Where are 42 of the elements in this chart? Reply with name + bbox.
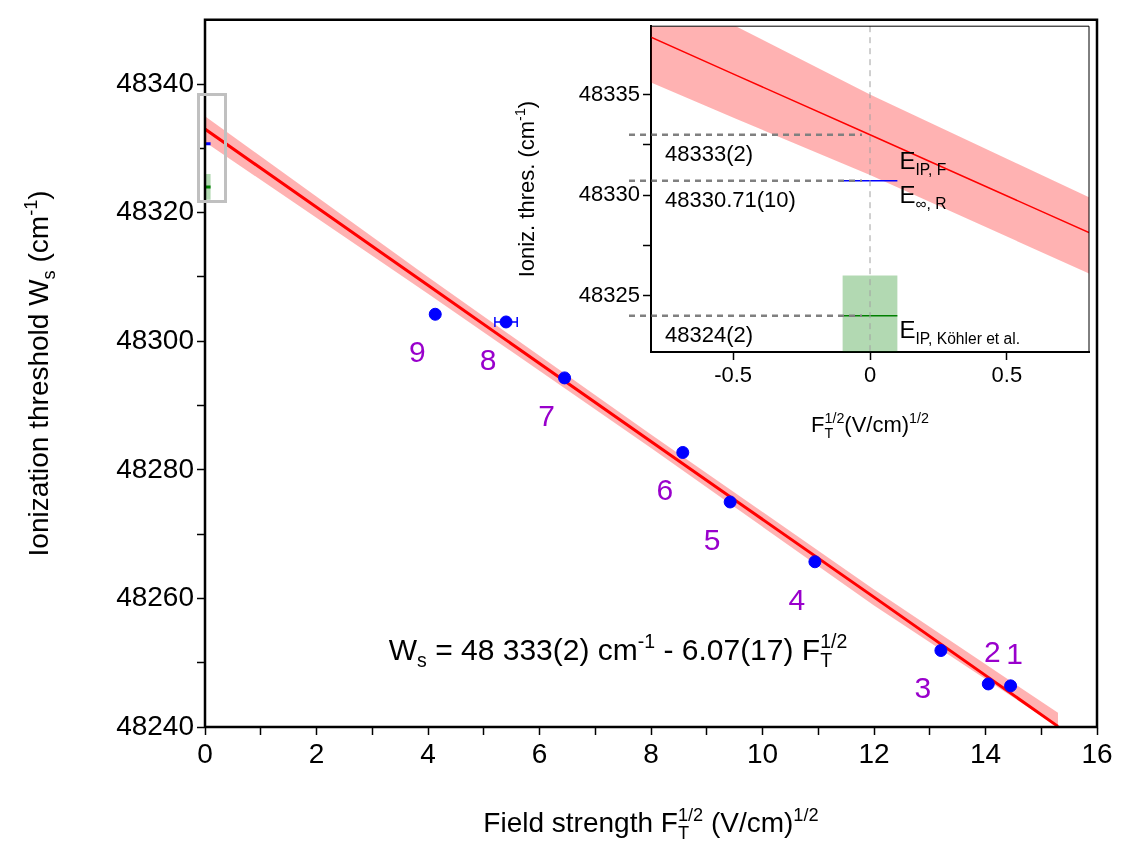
y-axis-title: Ionization threshold Ws (cm-1) xyxy=(20,190,59,557)
x-tick-label: 10 xyxy=(746,737,779,769)
x-tick-label: 16 xyxy=(1081,737,1113,769)
point xyxy=(723,495,737,509)
x-tick-label: 8 xyxy=(643,737,659,769)
annotation: 4 xyxy=(788,582,806,616)
x-tick-label: 12 xyxy=(858,737,890,769)
x-tick-label: 0 xyxy=(863,362,877,388)
point xyxy=(981,677,995,691)
point xyxy=(558,371,572,385)
y-tick-label: 48320 xyxy=(116,195,194,227)
annotation: 2 xyxy=(983,634,1001,668)
point xyxy=(676,445,690,459)
annotation: 3 xyxy=(914,671,932,705)
x-tick-label: 14 xyxy=(969,737,1002,769)
annotation: 5 xyxy=(703,522,721,556)
x-tick-label: 0.5 xyxy=(991,362,1023,388)
y-tick-label: 48340 xyxy=(116,66,194,98)
ref-line-label: 48324(2) xyxy=(665,321,754,347)
ref-line-label: 48333(2) xyxy=(665,140,754,166)
y-tick-label: 48240 xyxy=(116,709,194,741)
x-tick-label: 2 xyxy=(308,737,325,769)
y-tick-label: 48325 xyxy=(578,281,640,307)
x-tick-label: 6 xyxy=(531,737,548,769)
annotation: 6 xyxy=(656,473,674,507)
point xyxy=(934,643,948,657)
x-tick-label: 4 xyxy=(420,737,436,769)
point xyxy=(808,555,822,569)
x-tick-label: -0.5 xyxy=(714,362,753,388)
y-tick-label: 48260 xyxy=(116,581,194,613)
annotation: 1 xyxy=(1006,636,1023,670)
y-tick-label: 48300 xyxy=(116,323,194,355)
ref-line-label: 48330.71(10) xyxy=(665,186,796,212)
y-tick-label: 48280 xyxy=(116,452,194,484)
y-tick-label: 48335 xyxy=(578,80,640,106)
annotation: 9 xyxy=(408,335,426,369)
annotation: 7 xyxy=(538,398,555,432)
point xyxy=(428,307,442,321)
y-tick-label: 48330 xyxy=(578,181,640,207)
point xyxy=(1004,679,1018,693)
y-axis-title: Ioniz. thres. (cm-1) xyxy=(512,100,539,278)
x-tick-label: 0 xyxy=(197,737,213,769)
